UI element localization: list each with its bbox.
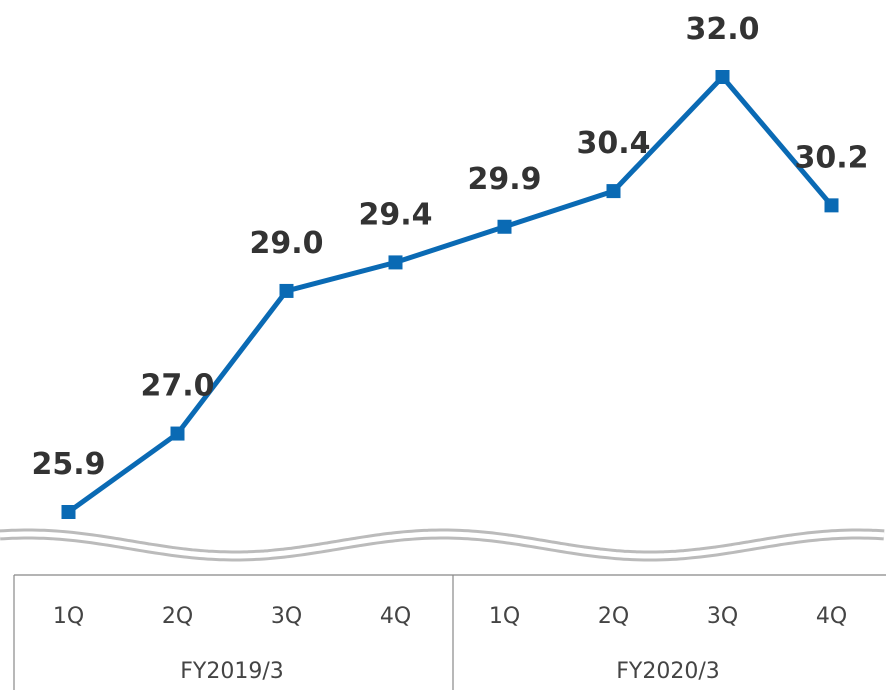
marker — [497, 219, 512, 234]
group-label: FY2019/3 — [180, 659, 284, 684]
data-label: 32.0 — [685, 12, 759, 47]
table-lines — [13, 574, 886, 690]
data-label: 30.4 — [576, 126, 650, 161]
marker — [170, 426, 185, 441]
marker — [61, 505, 76, 519]
data-label: 29.0 — [249, 226, 323, 261]
data-label: 30.2 — [794, 140, 868, 175]
data-label: 29.4 — [358, 197, 432, 232]
x-tick-label: 3Q — [707, 604, 738, 629]
x-tick-label: 1Q — [53, 604, 84, 629]
marker — [606, 184, 621, 199]
marker — [388, 255, 403, 270]
data-label: 29.9 — [467, 162, 541, 197]
x-tick-label: 1Q — [489, 604, 520, 629]
x-tick-label: 2Q — [162, 604, 193, 629]
marker — [715, 70, 730, 84]
x-tick-label: 2Q — [598, 604, 629, 629]
marker — [824, 198, 839, 213]
x-tick-label: 4Q — [380, 604, 411, 629]
x-tick-label: 4Q — [816, 604, 847, 629]
x-tick-label: 3Q — [271, 604, 302, 629]
data-label: 25.9 — [31, 447, 105, 482]
axis-break-inner — [0, 531, 885, 559]
data-label: 27.0 — [140, 369, 214, 404]
line — [67, 74, 834, 515]
group-label: FY2020/3 — [616, 659, 720, 684]
marker — [279, 283, 294, 298]
